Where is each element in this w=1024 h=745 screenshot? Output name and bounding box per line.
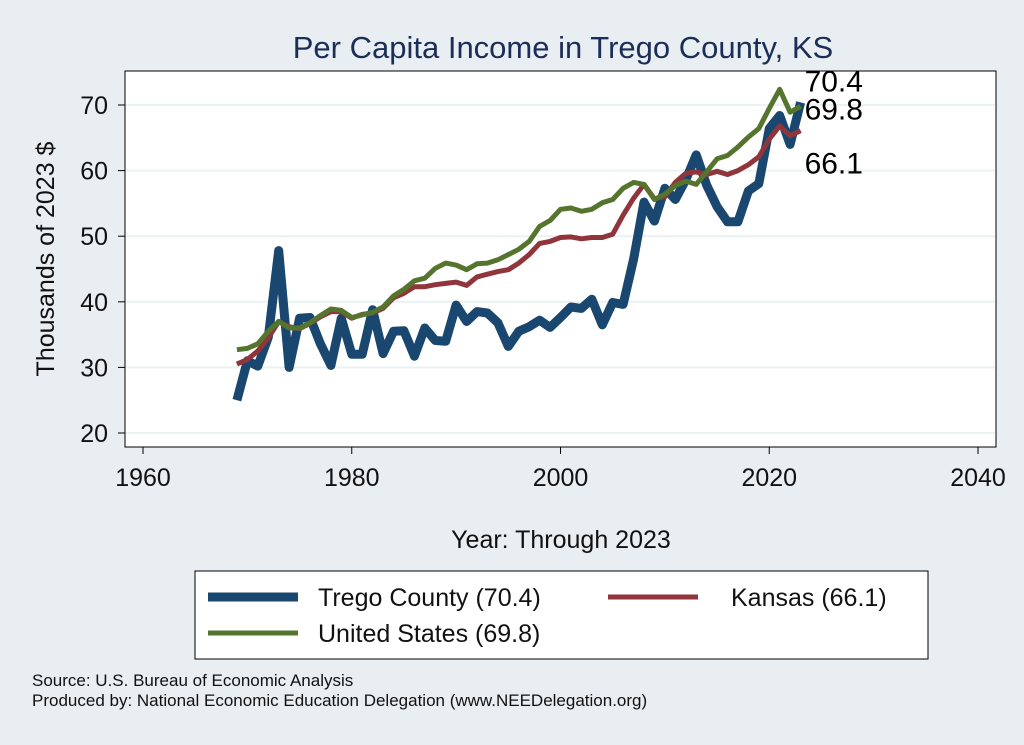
y-tick-label: 20 — [80, 420, 108, 448]
x-tick-label: 1960 — [115, 464, 171, 492]
end-label-kansas: 66.1 — [805, 148, 863, 181]
series-line-us — [236, 86, 802, 353]
legend-box — [194, 570, 929, 660]
y-axis-title: Thousands of 2023 $ — [32, 141, 60, 376]
legend-label-trego: Trego County (70.4) — [318, 584, 541, 612]
x-tick-label: 2020 — [741, 464, 797, 492]
y-tick-label: 50 — [80, 223, 108, 251]
end-label-us: 69.8 — [805, 93, 863, 126]
x-tick-label: 1980 — [324, 464, 380, 492]
y-tick-label: 70 — [80, 92, 108, 120]
producer-note: Produced by: National Economic Education… — [32, 691, 648, 710]
end-label-trego: 70.4 — [805, 66, 863, 99]
legend-label-us: United States (69.8) — [318, 620, 540, 648]
y-tick-label: 40 — [80, 289, 108, 317]
plot-area — [124, 70, 997, 448]
series-line-trego — [232, 101, 805, 402]
legend: Trego County (70.4) Kansas (66.1) United… — [194, 570, 929, 660]
axes: 20 30 40 50 60 70 1960 1980 2000 2020 2040 — [80, 71, 1006, 492]
legend-label-kansas: Kansas (66.1) — [731, 584, 887, 612]
x-axis-title: Year: Through 2023 — [451, 526, 671, 554]
source-note: Source: U.S. Bureau of Economic Analysis — [32, 671, 354, 690]
series-lines — [232, 86, 805, 402]
end-labels: 70.469.8 66.1 — [805, 66, 863, 181]
chart-title: Per Capita Income in Trego County, KS — [293, 30, 833, 65]
x-tick-label: 2000 — [533, 464, 589, 492]
y-tick-label: 30 — [80, 354, 108, 382]
x-tick-label: 2040 — [950, 464, 1006, 492]
y-tick-label: 60 — [80, 158, 108, 186]
